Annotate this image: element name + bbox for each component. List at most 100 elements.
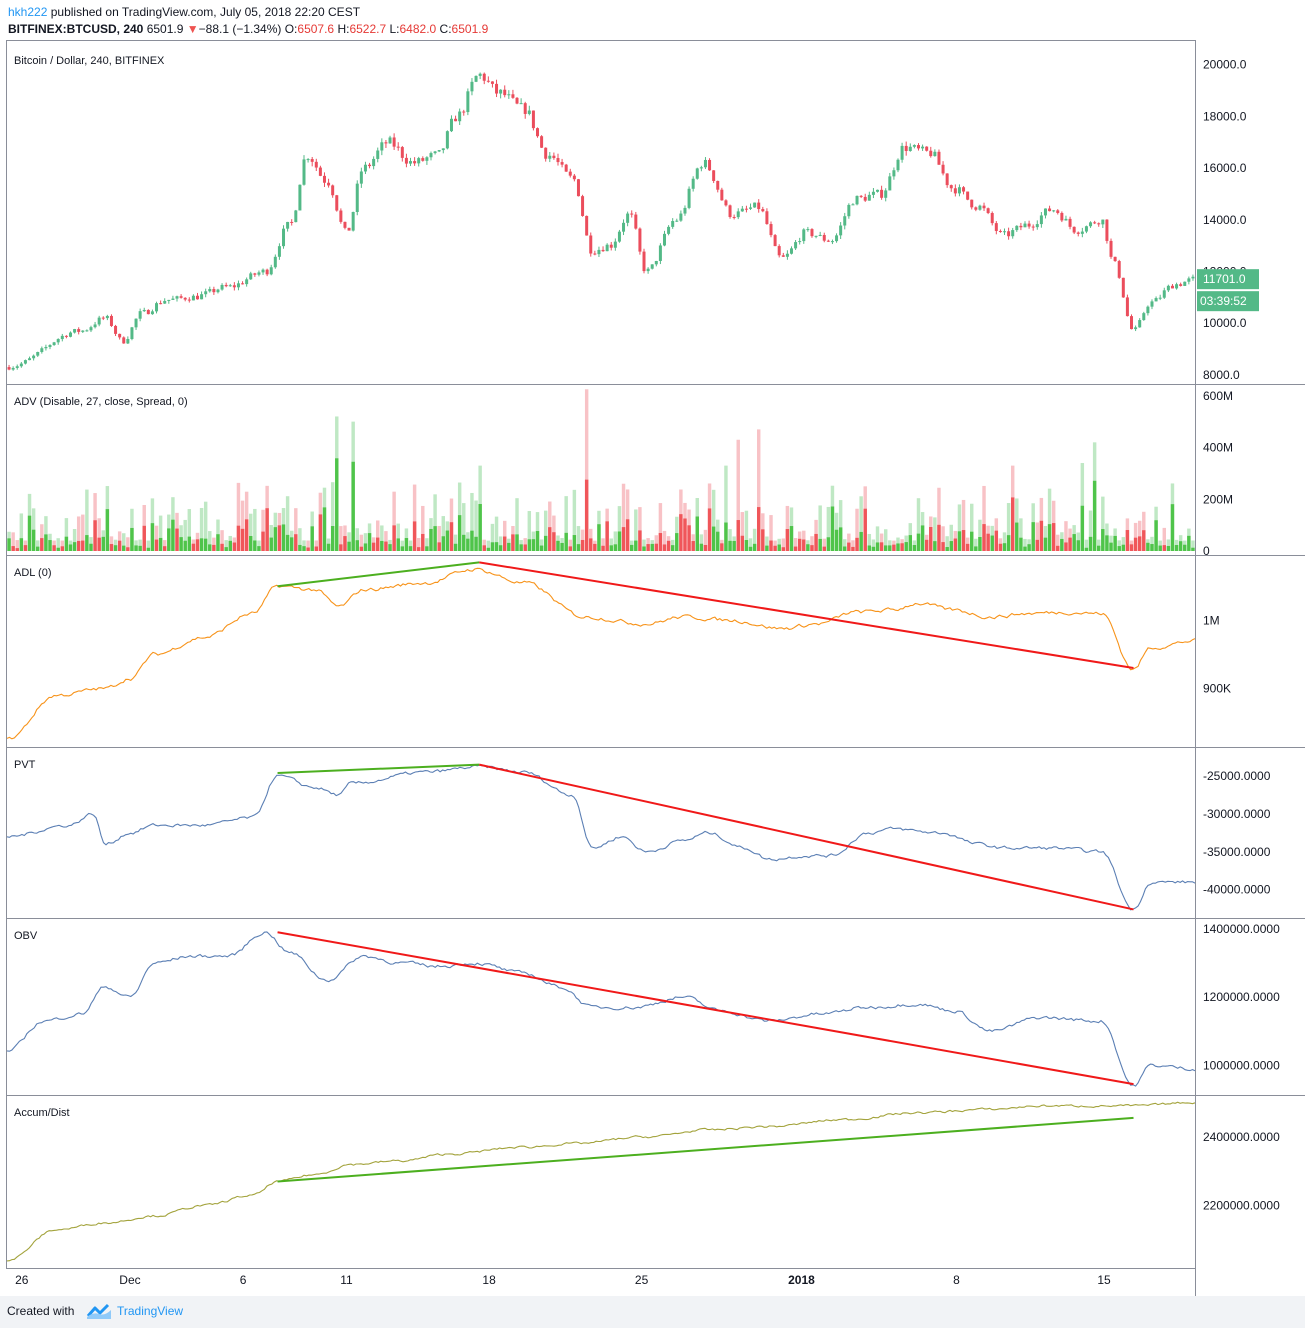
volume-bar [294,508,298,551]
pvt-trendline-red[interactable] [479,763,1134,911]
adl-trendline-green[interactable] [277,561,480,588]
volume-bar-inner [990,535,994,551]
candle-body [1179,284,1183,286]
volume-bar [396,523,400,551]
accum-dist-pane[interactable]: Accum/Dist 2400000.0000 2200000.0000 [6,1101,1280,1262]
candle-body [142,309,146,312]
candle-body [990,213,994,224]
volume-bar-inner [564,532,568,551]
candle-body [646,268,650,272]
volume-bar [728,529,732,551]
volume-bar [527,511,532,551]
volume-bar [724,465,728,551]
candle-body [417,158,421,164]
accum-dist-trendline-green[interactable] [277,1116,1134,1183]
volume-bar-inner [363,543,368,551]
volume-bar-inner [40,538,44,551]
candle-body [48,345,52,347]
chart-canvas[interactable]: Bitcoin / Dollar, 240, BITFINEX 20000.0 18… [0,40,1305,1296]
volume-bar-inner [257,546,261,551]
price-axis-label: 16000.0 [1203,161,1247,175]
candle-body [781,255,785,257]
volume-bar-inner [711,526,716,551]
volume-bar-inner [441,536,446,551]
volume-bar [183,519,187,551]
volume-bar-inner [793,546,798,551]
candle-body [581,196,585,216]
volume-bar-inner [1088,536,1093,551]
price-pane[interactable]: Bitcoin / Dollar, 240, BITFINEX 20000.0 18… [7,55,1259,382]
candle-body [298,184,302,211]
volume-bar-inner [326,543,331,551]
volume-bar [330,482,335,551]
candle-body [1003,231,1007,233]
volume-bar-inner [97,537,101,551]
volume-bar-inner [965,543,970,551]
candle-body [150,311,154,315]
volume-bar-inner [1027,544,1031,551]
candle-body [1146,306,1150,314]
volume-bar-inner [871,546,876,551]
volume-bar-inner [982,524,986,551]
volume-bar-inner [380,540,384,551]
volume-bar-inner [400,546,405,551]
volume-bar [867,533,872,551]
volume-bar-inner [470,530,474,551]
candle-body [1060,212,1064,221]
volume-bar-inner [970,531,974,551]
adl-pane[interactable]: ADL (0) 1M 900K [6,561,1231,740]
volume-bar-inner [1072,534,1076,551]
volume-bar-inner [843,546,847,551]
volume-bar [736,439,740,551]
volume-bar [568,539,572,551]
obv-pane[interactable]: OBV 1400000.0000 1200000.0000 1000000.0000 [6,922,1280,1087]
pvt-trendline-green[interactable] [277,763,480,774]
volume-bar-inner [93,520,97,551]
volume-bar-inner [228,540,232,551]
candle-body [331,185,335,196]
pvt-pane[interactable]: PVT -25000.0000 -30000.0000 -35000.0000 -400… [6,759,1271,911]
volume-bar [1088,510,1093,551]
volume-bar-inner [314,546,319,551]
volume-bar-inner [289,537,294,551]
time-axis[interactable]: 26 Dec 6 11 18 25 2018 8 15 [15,1273,1111,1287]
candle-body [949,185,953,189]
candle-body [433,151,437,154]
volume-bar-inner [810,545,814,551]
candle-body [642,251,646,272]
author-link[interactable]: hkh222 [8,5,48,19]
price-axis-label: 8000.0 [1203,368,1240,382]
volume-bar [138,539,142,551]
volume-bar-inner [556,540,560,551]
candle-body [1158,297,1162,299]
candle-body [679,213,683,221]
adv-pane-title: ADV (Disable, 27, close, Spread, 0) [14,396,188,408]
volume-bar-inner [720,543,724,551]
candle-body [720,189,724,201]
volume-bar-inner [203,538,208,551]
volume-bar-inner [85,535,89,551]
volume-bar-inner [761,529,765,551]
volume-bar-inner [224,547,228,551]
price-pane-title: Bitcoin / Dollar, 240, BITFINEX [14,55,165,67]
volume-bar-inner [199,538,204,551]
candle-body [916,145,920,149]
volume-bar [703,529,708,551]
volume-bar-inner [122,545,126,551]
volume-bar [765,536,769,551]
candle-body [523,103,527,114]
volume-bar-inner [445,530,450,551]
tradingview-brand-link[interactable]: TradingView [117,1304,184,1318]
volume-bar-inner [7,538,11,551]
candle-body [560,162,564,165]
price-axis-label: 20000.0 [1203,58,1247,72]
volume-bar [31,508,36,551]
adv-pane[interactable]: ADV (Disable, 27, close, Spread, 0) 600M 4… [7,389,1233,558]
candle-body [212,289,216,293]
volume-bar-inner [1064,542,1068,551]
volume-bar-inner [904,542,908,551]
obv-trendline-red[interactable] [277,931,1134,1086]
candle-body [974,207,978,210]
volume-bar [941,526,945,551]
adl-trendline-red[interactable] [479,561,1134,670]
